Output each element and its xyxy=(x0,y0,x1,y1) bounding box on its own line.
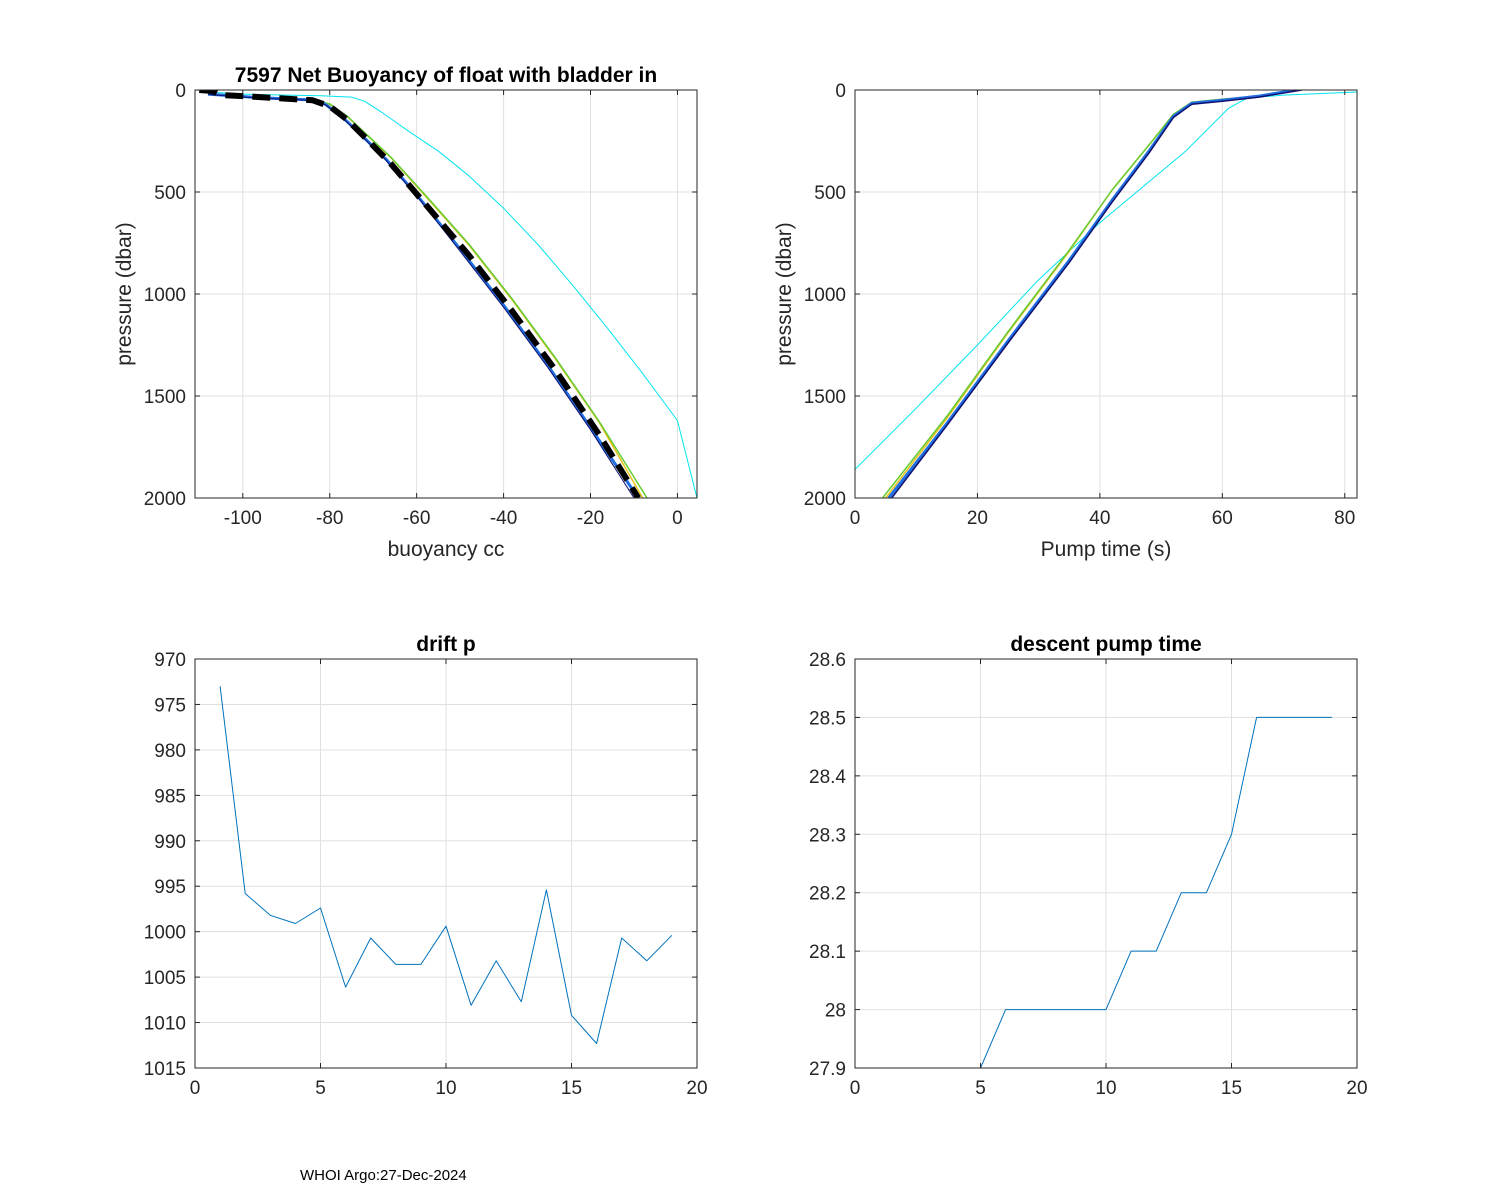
buoyancy-xtick-label: -60 xyxy=(403,508,430,529)
drift-series-group xyxy=(219,686,673,1044)
pumptime-chart: 0 20 40 60 80 0 500 1000 1500 2000 Pump time (s) pr… xyxy=(773,81,1358,561)
buoyancy-ytick-label: 1500 xyxy=(144,387,186,408)
buoyancy-ytick-label: 2000 xyxy=(144,489,186,510)
descent-series-group xyxy=(880,716,1332,1068)
pumptime-xtick-label: 20 xyxy=(967,508,988,529)
buoyancy-xtick-label: -20 xyxy=(577,508,604,529)
pumptime-xtick-label: 0 xyxy=(850,508,861,529)
drift-ytick-label: 1000 xyxy=(144,923,186,944)
descent-ytick-label: 27.9 xyxy=(809,1059,846,1080)
descent-pump-line xyxy=(880,716,1332,1068)
descent-ytick-label: 28.3 xyxy=(809,825,846,846)
descent-xtick-label: 10 xyxy=(1095,1078,1116,1099)
buoyancy-ylabel: pressure (dbar) xyxy=(113,222,136,366)
buoyancy-ytick-label: 1000 xyxy=(144,285,186,306)
buoyancy-xtick-label: -80 xyxy=(316,508,343,529)
buoyancy-xtick-label: 0 xyxy=(672,508,683,529)
buoyancy-ytick-label: 500 xyxy=(154,183,186,204)
pumptime-ytick-label: 500 xyxy=(814,183,846,204)
pumptime-ytick-label: 0 xyxy=(835,81,846,102)
descent-ytick-label: 28.6 xyxy=(809,650,846,671)
pumptime-ylabel: pressure (dbar) xyxy=(773,222,796,366)
pumptime-ytick-label: 2000 xyxy=(804,489,846,510)
pump-navy-line xyxy=(891,90,1303,498)
drift-ytick-label: 995 xyxy=(154,877,186,898)
pumptime-ytick-label: 1500 xyxy=(804,387,846,408)
buoyancy-title: 7597 Net Buoyancy of float with bladder … xyxy=(235,64,657,87)
drift-ytick-label: 1005 xyxy=(144,968,186,989)
pumptime-xtick-label: 60 xyxy=(1212,508,1233,529)
drift-ytick-label: 980 xyxy=(154,741,186,762)
buoyancy-series-group xyxy=(199,90,697,498)
drift-ytick-label: 990 xyxy=(154,832,186,853)
descent-xtick-label: 0 xyxy=(850,1078,861,1099)
drift-xtick-label: 5 xyxy=(315,1078,326,1099)
footer-label: WHOI Argo:27-Dec-2024 xyxy=(300,1167,467,1184)
drift-ytick-label: 1010 xyxy=(144,1014,186,1035)
descent-chart: 0 5 10 15 20 27.9 28 28.1 28.2 28.3 28.4 28.5 28.6 de… xyxy=(809,633,1368,1099)
drift-title: drift p xyxy=(416,633,475,656)
drift-ytick-label: 975 xyxy=(154,695,186,716)
descent-xtick-label: 5 xyxy=(975,1078,986,1099)
pumptime-xlabel: Pump time (s) xyxy=(1041,538,1172,561)
buoyancy-xtick-label: -100 xyxy=(224,508,262,529)
drift-p-line xyxy=(219,686,673,1044)
mean-dashed-line xyxy=(199,90,641,498)
descent-ytick-label: 28 xyxy=(825,1001,846,1022)
drift-ytick-label: 1015 xyxy=(144,1059,186,1080)
drift-xtick-label: 15 xyxy=(561,1078,582,1099)
drift-xtick-label: 20 xyxy=(686,1078,707,1099)
descent-ytick-label: 28.1 xyxy=(809,942,846,963)
pumptime-xtick-label: 40 xyxy=(1089,508,1110,529)
descent-xtick-label: 20 xyxy=(1346,1078,1367,1099)
pumptime-ytick-label: 1000 xyxy=(804,285,846,306)
profile-cyan-line xyxy=(207,91,697,498)
buoyancy-xlabel: buoyancy cc xyxy=(388,538,505,561)
drift-xtick-label: 10 xyxy=(435,1078,456,1099)
drift-xtick-label: 0 xyxy=(190,1078,201,1099)
descent-xtick-label: 15 xyxy=(1221,1078,1242,1099)
descent-ytick-label: 28.5 xyxy=(809,708,846,729)
buoyancy-ytick-label: 0 xyxy=(175,81,186,102)
descent-ytick-label: 28.4 xyxy=(809,767,846,788)
descent-ytick-label: 28.2 xyxy=(809,884,846,905)
buoyancy-xtick-label: -40 xyxy=(490,508,517,529)
buoyancy-chart: -100 -80 -60 -40 -20 0 0 500 1000 1500 2000 7597 Ne… xyxy=(113,64,698,561)
drift-chart: 0 5 10 15 2097097598098599099510001005101010… xyxy=(144,633,708,1099)
descent-title: descent pump time xyxy=(1010,633,1201,656)
drift-ytick-label: 985 xyxy=(154,786,186,807)
pump-blue-line xyxy=(887,90,1297,498)
pumptime-series-group xyxy=(855,90,1357,498)
drift-ytick-label: 970 xyxy=(154,650,186,671)
pumptime-xtick-label: 80 xyxy=(1334,508,1355,529)
